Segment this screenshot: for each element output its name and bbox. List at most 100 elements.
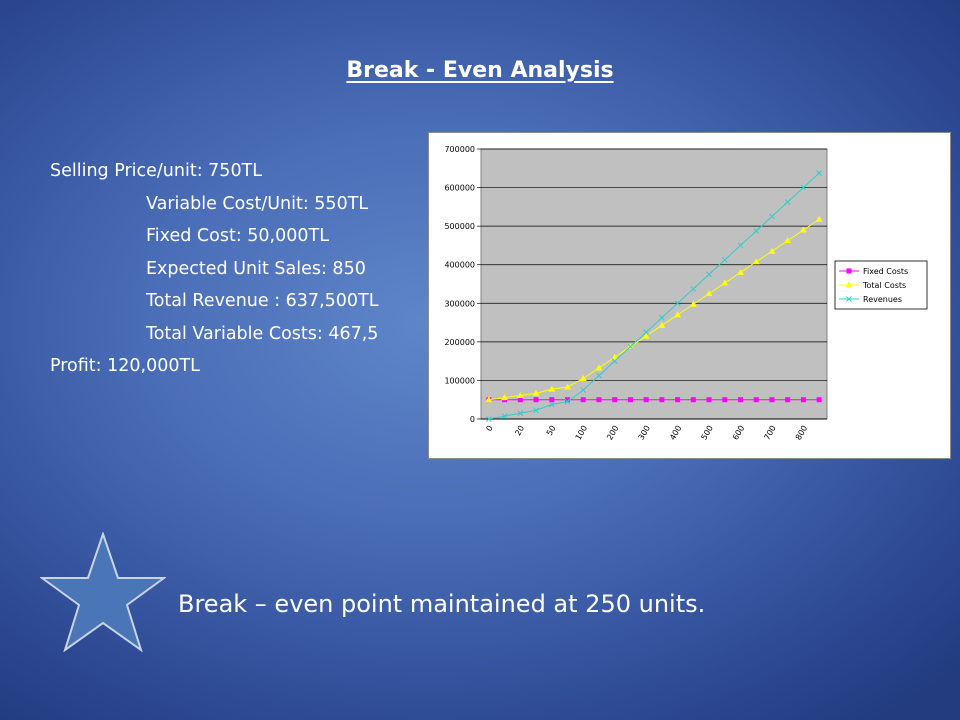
data-point <box>722 397 728 403</box>
data-point <box>643 329 649 336</box>
data-point <box>548 401 555 408</box>
break-even-chart: 0 100000 200000 300000 400000 500000 600000 700… <box>428 132 951 459</box>
y-tick-label: 300000 <box>444 299 475 308</box>
data-point <box>548 385 556 392</box>
legend-label: Revenues <box>863 295 902 304</box>
data-point <box>769 213 775 220</box>
variable-cost-text: Variable Cost/Unit: 550TL <box>146 193 369 214</box>
data-point <box>705 290 713 297</box>
data-point <box>642 332 650 339</box>
x-tick-label: 500 <box>699 424 714 442</box>
data-point <box>501 413 508 419</box>
total-variable-costs-text: Total Variable Costs: 467,5 <box>146 323 379 344</box>
selling-price-text: Selling Price/unit: 750TL <box>50 161 263 181</box>
series-line <box>488 172 820 420</box>
data-point <box>816 397 822 403</box>
data-point <box>532 389 540 396</box>
star-icon <box>40 532 166 652</box>
data-point <box>752 258 760 265</box>
data-point <box>721 257 728 263</box>
data-point <box>721 279 729 286</box>
legend-marker <box>845 281 853 288</box>
x-tick-label: 20 <box>513 424 526 437</box>
y-tick-label: 600000 <box>444 184 475 193</box>
x-tick-label: 700 <box>762 424 777 442</box>
fixed-cost-text: Fixed Cost: 50,000TL <box>146 226 329 246</box>
data-point <box>816 170 822 176</box>
data-point <box>738 397 743 403</box>
data-point <box>485 396 493 403</box>
slide-title: Break - Even Analysis <box>346 58 614 83</box>
plot-area <box>480 148 828 420</box>
data-point <box>799 226 807 233</box>
data-point <box>690 285 697 292</box>
data-point <box>706 397 712 403</box>
x-tick-label: 100 <box>574 424 589 442</box>
data-point <box>580 387 587 393</box>
data-point <box>675 397 681 403</box>
data-point <box>737 242 744 249</box>
legend-label: Fixed Costs <box>863 267 908 276</box>
legend-marker <box>846 296 852 302</box>
data-point <box>612 397 618 403</box>
x-tick-label: 200 <box>605 424 620 442</box>
x-tick-label: 0 <box>484 424 494 433</box>
expected-sales-text: Expected Unit Sales: 850 <box>146 258 366 279</box>
data-point <box>785 397 791 403</box>
x-tick-label: 600 <box>731 424 746 442</box>
series-line <box>488 218 820 401</box>
data-point <box>564 383 571 390</box>
profit-text: Profit: 120,000TL <box>50 356 200 376</box>
data-point <box>658 321 666 328</box>
data-point <box>674 311 682 318</box>
data-point <box>800 397 806 403</box>
y-tick-label: 100000 <box>444 376 475 385</box>
data-point <box>659 314 665 321</box>
y-tick-label: 0 <box>470 415 475 424</box>
data-point <box>517 410 524 417</box>
y-tick-label: 700000 <box>444 145 475 154</box>
x-tick-label: 300 <box>637 424 652 442</box>
data-point <box>753 228 760 234</box>
data-point <box>643 397 649 403</box>
data-point <box>517 397 523 403</box>
data-point <box>516 391 524 398</box>
data-point <box>706 271 712 278</box>
data-point <box>689 300 697 307</box>
data-point <box>564 398 571 405</box>
data-point <box>533 397 539 403</box>
data-point <box>659 397 665 403</box>
data-point <box>753 397 759 403</box>
y-tick-label: 500000 <box>444 222 475 231</box>
y-tick-label: 200000 <box>444 338 475 347</box>
data-point <box>596 397 602 403</box>
data-point <box>800 184 807 191</box>
data-point <box>627 397 633 403</box>
y-tick-label: 400000 <box>444 261 475 270</box>
data-point <box>815 215 823 222</box>
data-point <box>595 364 603 371</box>
data-point <box>784 199 791 205</box>
x-tick-label: 400 <box>668 424 683 442</box>
data-point <box>737 268 744 275</box>
data-point <box>549 397 555 403</box>
data-point <box>690 397 696 403</box>
data-point <box>768 247 776 254</box>
data-point <box>674 300 681 307</box>
data-point <box>501 394 509 401</box>
chart-svg: 0 100000 200000 300000 400000 500000 600000 700… <box>444 145 928 442</box>
x-tick-label: 800 <box>794 424 809 442</box>
data-point <box>784 237 792 244</box>
data-point <box>611 358 618 364</box>
legend-marker <box>846 268 852 274</box>
data-point <box>611 353 619 360</box>
total-revenue-text: Total Revenue : 637,500TL <box>146 291 379 311</box>
data-point <box>769 397 775 403</box>
data-point <box>627 343 634 350</box>
cost-info-list: Selling Price/unit: 750TL Variable Cost/… <box>50 155 378 383</box>
break-even-statement: Break – even point maintained at 250 uni… <box>178 590 706 618</box>
legend-label: Total Costs <box>862 281 906 290</box>
data-point <box>579 375 587 381</box>
x-tick-label: 50 <box>545 424 558 437</box>
data-point <box>596 372 602 379</box>
